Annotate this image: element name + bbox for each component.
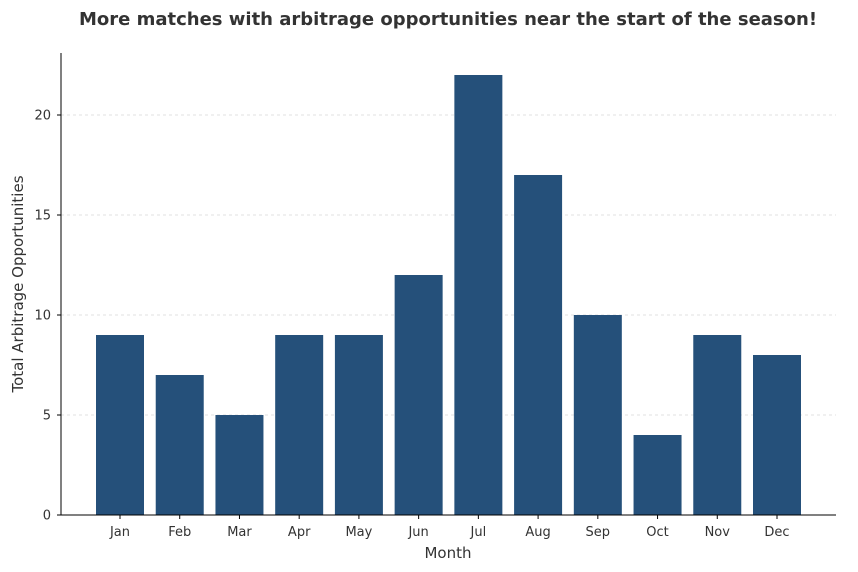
axes [60, 53, 836, 516]
bar-may [334, 335, 383, 515]
x-tick-label-may: May [345, 525, 372, 540]
bar-sep [573, 315, 622, 515]
x-tick-label-nov: Nov [705, 525, 731, 540]
bar-jun [394, 275, 443, 515]
y-axis-label: Total Arbitrage Opportunities [9, 175, 27, 393]
bar-nov [693, 335, 742, 515]
x-tick-label-aug: Aug [525, 525, 550, 540]
x-tick-label-jun: Jun [407, 525, 428, 540]
x-tick-label-jan: Jan [109, 525, 130, 540]
bar-oct [633, 435, 682, 515]
x-ticks: Jan Feb Mar Apr May Jun Jul Aug Sep Oct Nov Dec [109, 515, 790, 540]
y-tick-label: 10 [34, 309, 51, 324]
bars [96, 75, 801, 515]
x-axis-label: Month [424, 544, 471, 562]
bar-aug [514, 175, 563, 515]
y-tick-label: 0 [43, 509, 51, 524]
x-tick-label-mar: Mar [227, 525, 252, 540]
y-tick-label: 15 [34, 209, 51, 224]
bar-dec [753, 355, 801, 515]
x-tick-label-apr: Apr [288, 525, 311, 540]
x-tick-label-sep: Sep [586, 525, 611, 540]
y-ticks: 0 5 10 15 20 [34, 109, 61, 524]
y-tick-label: 5 [43, 409, 51, 424]
y-tick-label: 20 [34, 109, 51, 124]
chart-title: More matches with arbitrage opportunitie… [79, 9, 817, 30]
x-tick-label-dec: Dec [764, 525, 789, 540]
x-tick-label-feb: Feb [168, 525, 191, 540]
bar-apr [275, 335, 324, 515]
bar-mar [215, 415, 264, 515]
bar-jul [454, 75, 503, 515]
x-tick-label-oct: Oct [646, 525, 668, 540]
bar-jan [96, 335, 144, 515]
x-tick-label-jul: Jul [470, 525, 487, 540]
bar-feb [155, 375, 204, 515]
